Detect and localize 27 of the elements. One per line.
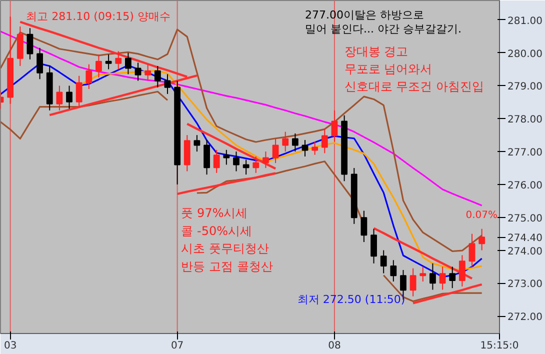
annotation: 277.00이탈은 하방으로 xyxy=(305,8,424,22)
y-tick-label: 281.00 xyxy=(508,16,542,27)
y-tick-label: 273.00 xyxy=(508,279,542,290)
annotation: 밀어 붙인다... 야간 승부갈갈기. xyxy=(305,22,462,36)
annotation: 최고 281.10 (09:15) 양매수 xyxy=(26,10,170,24)
annotation: 콜 -50%시세 xyxy=(181,224,252,238)
y-tick-label: 274.40 xyxy=(508,233,542,244)
x-tick-label: 07 xyxy=(170,340,184,352)
y-tick-label: 275.00 xyxy=(508,213,542,224)
y-tick-label: 276.00 xyxy=(508,180,542,192)
text: 15:15:0 xyxy=(480,340,519,352)
annotation: 반등 고점 콜청산 xyxy=(181,259,273,274)
annotation: 무포로 넘어와서 xyxy=(344,62,432,76)
y-tick-label: 272.00 xyxy=(508,312,542,324)
annotation: 최저 272.50 (11:50) xyxy=(297,293,406,306)
annotation: 풋 97%시세 xyxy=(181,206,248,220)
x-tick-label: 03 xyxy=(4,340,17,352)
x-tick-label: 08 xyxy=(328,340,341,352)
annotation: 시초 풋무티청산 xyxy=(181,242,270,256)
y-tick-label: 278.00 xyxy=(508,114,542,126)
y-tick-label: 274.00 xyxy=(508,246,542,258)
y-tick-label: 279.00 xyxy=(508,82,542,93)
y-tick-label: 277.00 xyxy=(508,148,542,159)
annotation: 0.07% xyxy=(466,210,498,222)
annotation: 장대봉 경고 xyxy=(344,44,408,59)
y-tick-label: 280.00 xyxy=(508,48,542,60)
annotation: 신호대로 무조건 아침진입 xyxy=(344,79,484,94)
